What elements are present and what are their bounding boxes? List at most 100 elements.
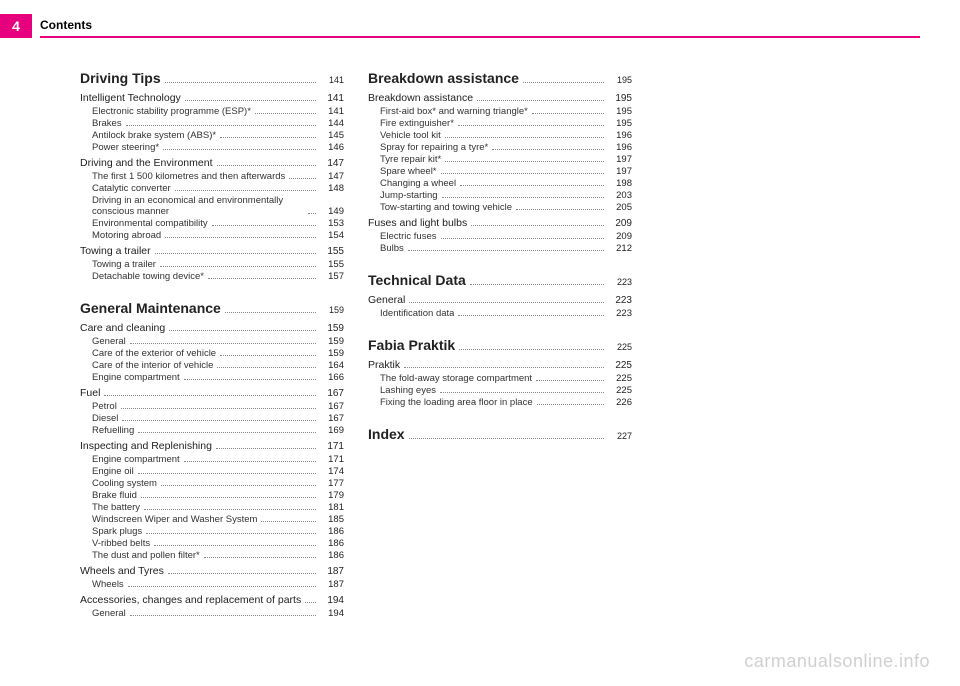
toc-leader-dots xyxy=(144,509,316,510)
toc-leader-dots xyxy=(217,367,316,368)
toc-page: 159 xyxy=(320,336,344,347)
toc-page: 155 xyxy=(320,246,344,257)
toc-row: Changing a wheel 198 xyxy=(368,178,632,189)
toc-page: 223 xyxy=(608,308,632,319)
toc-leader-dots xyxy=(128,586,316,587)
toc-page: 171 xyxy=(320,441,344,452)
toc-row: Wheels 187 xyxy=(80,579,344,590)
toc-row: Care of the exterior of vehicle159 xyxy=(80,348,344,359)
toc-label: Bulbs xyxy=(380,243,404,254)
toc-page: 147 xyxy=(320,158,344,169)
toc-row: Lashing eyes225 xyxy=(368,385,632,396)
page-number-tab: 4 xyxy=(0,14,32,38)
toc-leader-dots xyxy=(184,461,316,462)
toc-row: Cooling system177 xyxy=(80,478,344,489)
toc-leader-dots xyxy=(220,137,316,138)
toc-page: 145 xyxy=(320,130,344,141)
toc-leader-dots xyxy=(163,149,316,150)
toc-row: The battery181 xyxy=(80,502,344,513)
toc-label: Inspecting and Replenishing xyxy=(80,440,212,452)
toc-page: 186 xyxy=(320,526,344,537)
toc-label: The first 1 500 kilometres and then afte… xyxy=(92,171,285,182)
toc-row: Electric fuses209 xyxy=(368,231,632,242)
toc-label: Wheels xyxy=(92,579,124,590)
toc-page: 154 xyxy=(320,230,344,241)
page-number: 4 xyxy=(12,18,20,34)
toc-row: Brake fluid179 xyxy=(80,490,344,501)
toc-page: 227 xyxy=(608,431,632,441)
toc-label: Antilock brake system (ABS)* xyxy=(92,130,216,141)
toc-row: Towing a trailer155 xyxy=(80,245,344,257)
toc-label: Driving Tips xyxy=(80,70,161,86)
toc-row: Refuelling169 xyxy=(80,425,344,436)
toc-page: 212 xyxy=(608,243,632,254)
toc-leader-dots xyxy=(532,113,604,114)
toc-row: Windscreen Wiper and Washer System185 xyxy=(80,514,344,525)
toc-leader-dots xyxy=(440,392,604,393)
toc-page: 159 xyxy=(320,348,344,359)
toc-row: Fuel167 xyxy=(80,387,344,399)
toc-row: V-ribbed belts186 xyxy=(80,538,344,549)
header-title: Contents xyxy=(40,18,92,32)
toc-leader-dots xyxy=(121,408,316,409)
toc-leader-dots xyxy=(217,165,317,166)
toc-page: 223 xyxy=(608,277,632,287)
toc-row: Driving and the Environment147 xyxy=(80,157,344,169)
toc-leader-dots xyxy=(169,330,316,331)
toc-row: Spray for repairing a tyre*196 xyxy=(368,142,632,153)
toc-label: Care of the interior of vehicle xyxy=(92,360,213,371)
toc-page: 223 xyxy=(608,295,632,306)
toc-label: Environmental compatibility xyxy=(92,218,208,229)
toc-label: Engine oil xyxy=(92,466,134,477)
toc-label: Tyre repair kit* xyxy=(380,154,441,165)
toc-label: Changing a wheel xyxy=(380,178,456,189)
toc-label: Motoring abroad xyxy=(92,230,161,241)
toc-row: Intelligent Technology 141 xyxy=(80,92,344,104)
toc-page: 141 xyxy=(320,93,344,104)
toc-row: Breakdown assistance195 xyxy=(368,70,632,86)
toc-row: The fold-away storage compartment225 xyxy=(368,373,632,384)
toc-leader-dots xyxy=(204,557,316,558)
toc-row: General Maintenance159 xyxy=(80,300,344,316)
toc-label: General xyxy=(92,336,126,347)
toc-row: General194 xyxy=(80,608,344,619)
toc-row: Catalytic converter148 xyxy=(80,183,344,194)
toc-leader-dots xyxy=(122,420,316,421)
toc-leader-dots xyxy=(146,533,316,534)
toc-label: Tow-starting and towing vehicle xyxy=(380,202,512,213)
toc-row: Care and cleaning159 xyxy=(80,322,344,334)
toc-page: 198 xyxy=(608,178,632,189)
toc-row: Driving in an economical and environment… xyxy=(80,195,344,217)
toc-row: Antilock brake system (ABS)* 145 xyxy=(80,130,344,141)
toc-page: 167 xyxy=(320,401,344,412)
toc-label: Spark plugs xyxy=(92,526,142,537)
toc-row: Tyre repair kit*197 xyxy=(368,154,632,165)
watermark: carmanualsonline.info xyxy=(744,651,930,672)
toc-label: Towing a trailer xyxy=(92,259,156,270)
toc-page: 205 xyxy=(608,202,632,213)
toc-row: First-aid box* and warning triangle*195 xyxy=(368,106,632,117)
toc-leader-dots xyxy=(305,602,316,603)
toc-label: The fold-away storage compartment xyxy=(380,373,532,384)
toc-page: 174 xyxy=(320,466,344,477)
toc-leader-dots xyxy=(130,343,316,344)
toc-label: The dust and pollen filter* xyxy=(92,550,200,561)
toc-page: 194 xyxy=(320,608,344,619)
toc-leader-dots xyxy=(477,100,604,101)
toc-leader-dots xyxy=(160,266,316,267)
toc-page: 157 xyxy=(320,271,344,282)
toc-leader-dots xyxy=(458,125,604,126)
toc-label: Lashing eyes xyxy=(380,385,436,396)
toc-label: Intelligent Technology xyxy=(80,92,181,104)
toc-row: Breakdown assistance195 xyxy=(368,92,632,104)
toc-leader-dots xyxy=(130,615,316,616)
toc-page: 166 xyxy=(320,372,344,383)
toc-leader-dots xyxy=(441,238,605,239)
toc-leader-dots xyxy=(404,367,604,368)
toc-page: 181 xyxy=(320,502,344,513)
toc-leader-dots xyxy=(523,82,604,83)
toc-page: 187 xyxy=(320,579,344,590)
toc-leader-dots xyxy=(184,379,316,380)
toc-page: 196 xyxy=(608,130,632,141)
toc-row: Jump-starting203 xyxy=(368,190,632,201)
